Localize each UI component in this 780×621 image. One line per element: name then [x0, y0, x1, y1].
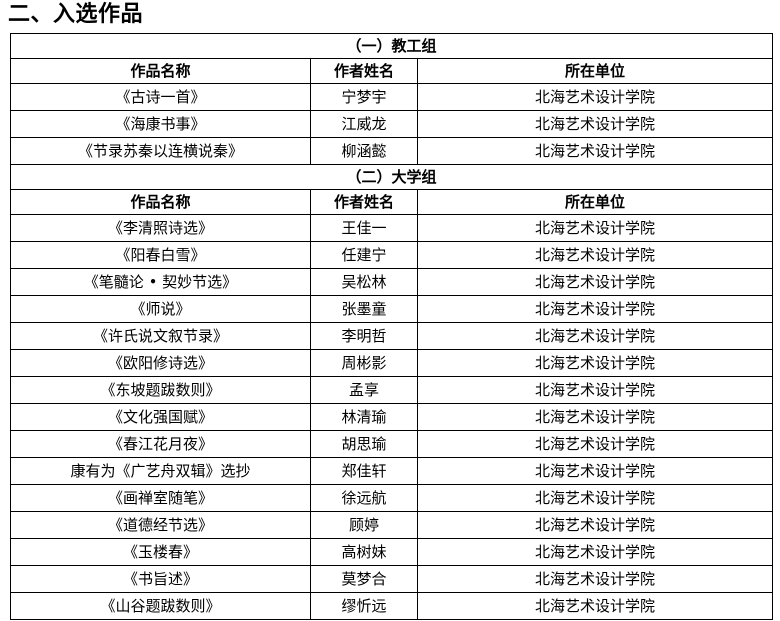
work-title-cell: 《道德经节选》 [10, 511, 311, 539]
affiliation-cell: 北海艺术设计学院 [416, 322, 774, 350]
column-header-cell: 所在单位 [416, 58, 774, 84]
affiliation-cell: 北海艺术设计学院 [416, 403, 774, 431]
table-row: 《笔髓论 • 契妙节选》 吴松林 北海艺术设计学院 [10, 268, 774, 296]
table-row: 《玉楼春》 高树妹 北海艺术设计学院 [10, 538, 774, 566]
author-name-cell: 孟享 [310, 376, 418, 404]
work-title-cell: 《李清照诗选》 [10, 214, 311, 242]
table-row: 《书旨述》 莫梦合 北海艺术设计学院 [10, 565, 774, 593]
work-title-cell: 《欧阳修诗选》 [10, 349, 311, 377]
affiliation-cell: 北海艺术设计学院 [416, 430, 774, 458]
affiliation-cell: 北海艺术设计学院 [416, 83, 774, 111]
selected-works-table: （一）教工组 作品名称 作者姓名 所在单位 《古诗一首》 宁梦宇 北海艺术设计学院 《海康书事… [9, 33, 774, 620]
affiliation-cell: 北海艺术设计学院 [416, 214, 774, 242]
table-row: 《节录苏秦以连横说秦》 柳涵懿 北海艺术设计学院 [10, 137, 774, 165]
table-row: 《画禅室随笔》 徐远航 北海艺术设计学院 [10, 484, 774, 512]
table-row: 康有为《广艺舟双辑》选抄 郑佳轩 北海艺术设计学院 [10, 457, 774, 485]
author-name-cell: 缪忻远 [310, 592, 418, 620]
work-title-cell: 康有为《广艺舟双辑》选抄 [10, 457, 311, 485]
table-row: 《春江花月夜》 胡思瑜 北海艺术设计学院 [10, 430, 774, 458]
work-title-cell: 《海康书事》 [10, 110, 311, 138]
author-name-cell: 张墨童 [310, 295, 418, 323]
work-title-cell: 《东坡题跋数则》 [10, 376, 311, 404]
group-title: （二）大学组 [9, 164, 774, 190]
affiliation-cell: 北海艺术设计学院 [416, 511, 774, 539]
work-title-cell: 《山谷题跋数则》 [10, 592, 311, 620]
author-name-cell: 莫梦合 [310, 565, 418, 593]
affiliation-cell: 北海艺术设计学院 [416, 592, 774, 620]
work-title-cell: 《阳春白雪》 [10, 241, 311, 269]
author-name-cell: 高树妹 [310, 538, 418, 566]
table-row: 《山谷题跋数则》 缪忻远 北海艺术设计学院 [10, 592, 774, 620]
work-title-cell: 《春江花月夜》 [10, 430, 311, 458]
column-header-cell: 所在单位 [416, 189, 774, 215]
author-name-cell: 吴松林 [310, 268, 418, 296]
affiliation-cell: 北海艺术设计学院 [416, 457, 774, 485]
affiliation-cell: 北海艺术设计学院 [416, 484, 774, 512]
table-row: 《道德经节选》 顾婷 北海艺术设计学院 [10, 511, 774, 539]
table-row: 《师说》 张墨童 北海艺术设计学院 [10, 295, 774, 323]
table-row: 《李清照诗选》 王佳一 北海艺术设计学院 [10, 214, 774, 242]
author-name-cell: 任建宁 [310, 241, 418, 269]
table-body: （一）教工组 作品名称 作者姓名 所在单位 《古诗一首》 宁梦宇 北海艺术设计学院 《海康书事… [9, 33, 774, 620]
column-header-row: 作品名称 作者姓名 所在单位 [10, 189, 774, 215]
author-name-cell: 宁梦宇 [310, 83, 418, 111]
table-row: 《海康书事》 江威龙 北海艺术设计学院 [10, 110, 774, 138]
work-title-cell: 《许氏说文叙节录》 [10, 322, 311, 350]
table-row: 《东坡题跋数则》 孟享 北海艺术设计学院 [10, 376, 774, 404]
affiliation-cell: 北海艺术设计学院 [416, 268, 774, 296]
group-header-row: （二）大学组 [9, 164, 774, 190]
author-name-cell: 胡思瑜 [310, 430, 418, 458]
work-title-cell: 《玉楼春》 [10, 538, 311, 566]
work-title-cell: 《笔髓论 • 契妙节选》 [10, 268, 311, 296]
column-header-cell: 作品名称 [10, 58, 311, 84]
group-header-row: （一）教工组 [9, 33, 774, 59]
column-header-cell: 作品名称 [10, 189, 311, 215]
group-title: （一）教工组 [9, 33, 774, 59]
table-row: 《文化强国赋》 林清瑜 北海艺术设计学院 [10, 403, 774, 431]
work-title-cell: 《画禅室随笔》 [10, 484, 311, 512]
table-row: 《阳春白雪》 任建宁 北海艺术设计学院 [10, 241, 774, 269]
author-name-cell: 顾婷 [310, 511, 418, 539]
table-row: 《欧阳修诗选》 周彬影 北海艺术设计学院 [10, 349, 774, 377]
table-row: 《许氏说文叙节录》 李明哲 北海艺术设计学院 [10, 322, 774, 350]
affiliation-cell: 北海艺术设计学院 [416, 295, 774, 323]
author-name-cell: 柳涵懿 [310, 137, 418, 165]
work-title-cell: 《文化强国赋》 [10, 403, 311, 431]
page-title: 二、入选作品 [8, 2, 144, 27]
work-title-cell: 《师说》 [10, 295, 311, 323]
work-title-cell: 《书旨述》 [10, 565, 311, 593]
work-title-cell: 《节录苏秦以连横说秦》 [10, 137, 311, 165]
affiliation-cell: 北海艺术设计学院 [416, 110, 774, 138]
author-name-cell: 周彬影 [310, 349, 418, 377]
author-name-cell: 郑佳轩 [310, 457, 418, 485]
column-header-row: 作品名称 作者姓名 所在单位 [10, 58, 774, 84]
work-title-cell: 《古诗一首》 [10, 83, 311, 111]
column-header-cell: 作者姓名 [310, 58, 418, 84]
affiliation-cell: 北海艺术设计学院 [416, 376, 774, 404]
table-row: 《古诗一首》 宁梦宇 北海艺术设计学院 [10, 83, 774, 111]
author-name-cell: 江威龙 [310, 110, 418, 138]
author-name-cell: 王佳一 [310, 214, 418, 242]
author-name-cell: 徐远航 [310, 484, 418, 512]
author-name-cell: 林清瑜 [310, 403, 418, 431]
affiliation-cell: 北海艺术设计学院 [416, 137, 774, 165]
affiliation-cell: 北海艺术设计学院 [416, 241, 774, 269]
affiliation-cell: 北海艺术设计学院 [416, 349, 774, 377]
affiliation-cell: 北海艺术设计学院 [416, 565, 774, 593]
author-name-cell: 李明哲 [310, 322, 418, 350]
affiliation-cell: 北海艺术设计学院 [416, 538, 774, 566]
column-header-cell: 作者姓名 [310, 189, 418, 215]
